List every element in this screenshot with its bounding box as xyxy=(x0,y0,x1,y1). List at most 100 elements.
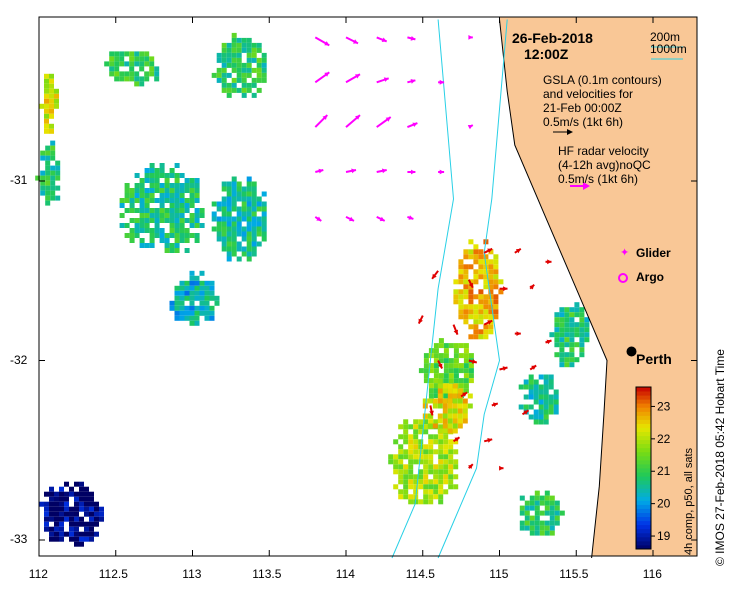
sst-pixel xyxy=(174,183,180,188)
sst-pixel xyxy=(403,464,409,470)
sst-pixel xyxy=(443,439,449,445)
velocity-arrow xyxy=(452,436,461,443)
sst-pixel xyxy=(169,173,175,178)
sst-pixel xyxy=(216,77,222,83)
sst-pixel xyxy=(179,228,185,233)
colorbar-segment xyxy=(636,480,651,485)
sst-pixel xyxy=(74,516,79,522)
velocity-arrow xyxy=(545,259,552,265)
sst-pixel xyxy=(256,196,262,202)
sst-pixel xyxy=(84,491,89,497)
sst-pixel xyxy=(179,218,185,223)
sst-pixel xyxy=(184,208,190,213)
sst-pixel xyxy=(139,208,145,213)
sst-pixel xyxy=(433,484,439,490)
sst-pixel xyxy=(564,342,570,348)
sst-pixel xyxy=(453,348,459,354)
x-tick-label: 115 xyxy=(489,567,509,581)
sst-pixel xyxy=(241,67,247,73)
sst-pixel xyxy=(236,42,242,48)
sst-pixel xyxy=(574,327,580,333)
sst-pixel xyxy=(453,358,459,364)
velocity-arrow xyxy=(483,319,493,326)
sst-pixel xyxy=(84,536,89,542)
sst-pixel xyxy=(423,449,429,455)
sst-pixel xyxy=(548,384,554,390)
sst-pixel xyxy=(134,188,140,193)
sst-pixel xyxy=(443,444,449,450)
sst-pixel xyxy=(144,51,150,57)
sst-pixel xyxy=(458,363,464,369)
velocity-arrow xyxy=(467,124,474,130)
sst-pixel xyxy=(453,299,459,305)
sst-pixel xyxy=(164,248,170,253)
sst-pixel xyxy=(246,186,252,192)
sst-pixel xyxy=(144,208,150,213)
sst-patch xyxy=(169,270,220,326)
sst-pixel xyxy=(204,300,210,306)
sst-pixel xyxy=(423,353,429,359)
sst-pixel xyxy=(45,185,51,191)
sst-pixel xyxy=(453,378,459,384)
sst-pixel xyxy=(174,203,180,208)
sst-pixel xyxy=(554,510,560,516)
sst-pixel xyxy=(403,419,409,425)
sst-pixel xyxy=(241,77,247,83)
sst-pixel xyxy=(559,307,565,313)
sst-pixel xyxy=(428,494,434,500)
sst-pixel xyxy=(154,168,160,173)
sst-pixel xyxy=(488,279,494,285)
sst-pixel xyxy=(209,290,215,296)
sst-pixel xyxy=(438,439,444,445)
sst-pixel xyxy=(226,201,232,207)
sst-pixel xyxy=(179,193,185,198)
sst-pixel xyxy=(463,319,469,325)
sst-pixel xyxy=(261,216,267,222)
sst-pixel xyxy=(428,378,434,384)
sst-pixel xyxy=(59,516,64,522)
sst-patch xyxy=(35,140,61,206)
sst-pixel xyxy=(569,357,575,363)
sst-pixel xyxy=(79,491,84,497)
sst-pixel xyxy=(453,439,459,445)
sst-pixel xyxy=(488,269,494,275)
sst-pixel xyxy=(184,295,190,301)
sst-pixel xyxy=(184,290,190,296)
sst-pixel xyxy=(189,193,195,198)
sst-pixel xyxy=(59,491,64,497)
sst-pixel xyxy=(139,178,145,183)
velocity-arrow xyxy=(468,35,473,40)
sst-pixel xyxy=(437,418,443,424)
sst-pixel xyxy=(49,506,54,512)
sst-pixel xyxy=(483,314,489,320)
sst-pixel xyxy=(231,246,237,252)
sst-pixel xyxy=(432,423,438,429)
x-tick-label: 113 xyxy=(182,567,202,581)
colorbar-segment xyxy=(636,463,651,469)
sst-pixel xyxy=(246,246,252,252)
sst-pixel xyxy=(433,383,439,389)
sst-pixel xyxy=(256,87,262,93)
sst-pixel xyxy=(393,459,399,465)
sst-pixel xyxy=(538,374,544,380)
sst-pixel xyxy=(159,233,165,238)
sst-pixel xyxy=(579,332,585,338)
glider-label: Glider xyxy=(636,246,671,260)
sst-pixel xyxy=(194,305,200,311)
sst-pixel xyxy=(144,56,150,62)
sst-pixel xyxy=(50,155,56,161)
sst-pixel xyxy=(159,208,165,213)
sst-pixel xyxy=(129,228,135,233)
sst-pixel xyxy=(408,484,414,490)
sst-pixel xyxy=(50,185,56,191)
sst-pixel xyxy=(69,536,74,542)
sst-pixel xyxy=(189,178,195,183)
sst-pixel xyxy=(529,520,535,526)
sst-pixel xyxy=(418,484,424,490)
velocity-arrow xyxy=(407,36,416,41)
sst-pixel xyxy=(463,309,469,315)
sst-pixel xyxy=(159,213,165,218)
sst-pixel xyxy=(483,299,489,305)
sst-pixel xyxy=(40,185,46,191)
sst-pixel xyxy=(478,314,484,320)
